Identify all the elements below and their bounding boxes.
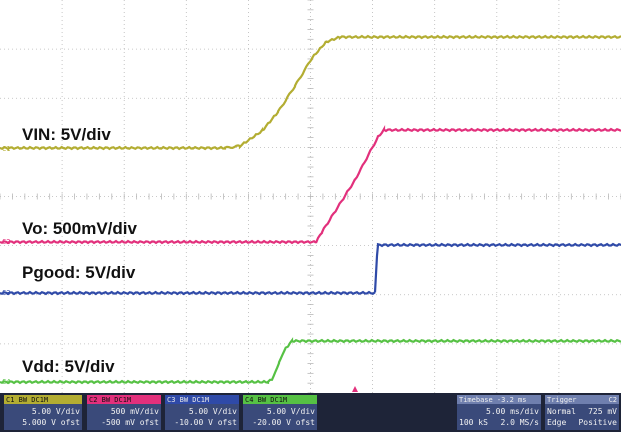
ch3-scale: 5.00 V/div: [189, 407, 237, 416]
ch4-offset: -20.00 V ofst: [252, 418, 315, 427]
trigger-panel[interactable]: Trigger C2 Normal 725 mV Edge Positive: [545, 395, 619, 430]
ch1-panel[interactable]: C1 BW DC1M 5.00 V/div 5.000 V ofst: [4, 395, 82, 430]
c3-trace: [0, 242, 621, 296]
timebase-header: Timebase -3.2 ms: [459, 396, 526, 404]
ch1-offset: 5.000 V ofst: [22, 418, 80, 427]
ch2-panel[interactable]: C2 BW DC1M 500 mV/div -500 mV ofst: [87, 395, 161, 430]
ch4-scale: 5.00 V/div: [267, 407, 315, 416]
trigger-source: C2: [609, 396, 617, 404]
ch2-offset: -500 mV ofst: [101, 418, 159, 427]
trigger-level: 725 mV: [588, 407, 617, 416]
vo-label: Vo: 500mV/div: [22, 219, 137, 238]
trigger-slope: Positive: [578, 418, 617, 427]
c1-trace: [0, 34, 621, 151]
ch3-panel-header: C3 BW DC1M: [167, 396, 209, 404]
trigger-type: Edge: [547, 418, 566, 427]
vdd-label: Vdd: 5V/div: [22, 357, 115, 376]
ch4-panel-header: C4 BW DC1M: [245, 396, 287, 404]
ch1-marker: C1: [2, 145, 10, 153]
c4-trace: [0, 337, 621, 385]
pgood-label: Pgood: 5V/div: [22, 263, 136, 282]
waveform-traces: [0, 34, 621, 385]
c2-trace: [0, 124, 621, 245]
ch2-panel-header: C2 BW DC1M: [89, 396, 131, 404]
ch2-scale: 500 mV/div: [111, 407, 159, 416]
ch4-panel[interactable]: C4 BW DC1M 5.00 V/div -20.00 V ofst: [243, 395, 317, 430]
timebase-panel[interactable]: Timebase -3.2 ms 5.00 ms/div 100 kS 2.0 …: [457, 395, 541, 430]
graticule: [0, 0, 621, 394]
ch3-panel[interactable]: C3 BW DC1M 5.00 V/div -10.00 V ofst: [165, 395, 239, 430]
ch1-scale: 5.00 V/div: [32, 407, 80, 416]
ch2-marker: C2: [2, 238, 10, 246]
timebase-samples: 100 kS: [459, 418, 488, 427]
ch1-panel-header: C1 BW DC1M: [6, 396, 48, 404]
trigger-header: Trigger: [547, 396, 577, 404]
vin-label: VIN: 5V/div: [22, 125, 111, 144]
ch3-marker: C3: [2, 289, 10, 297]
ch4-marker: C4: [2, 378, 10, 386]
trigger-position-icon: [352, 386, 358, 392]
timebase-scale: 5.00 ms/div: [486, 407, 539, 416]
trigger-mode: Normal: [547, 407, 576, 416]
ch3-offset: -10.00 V ofst: [174, 418, 237, 427]
timebase-rate: 2.0 MS/s: [500, 418, 539, 427]
